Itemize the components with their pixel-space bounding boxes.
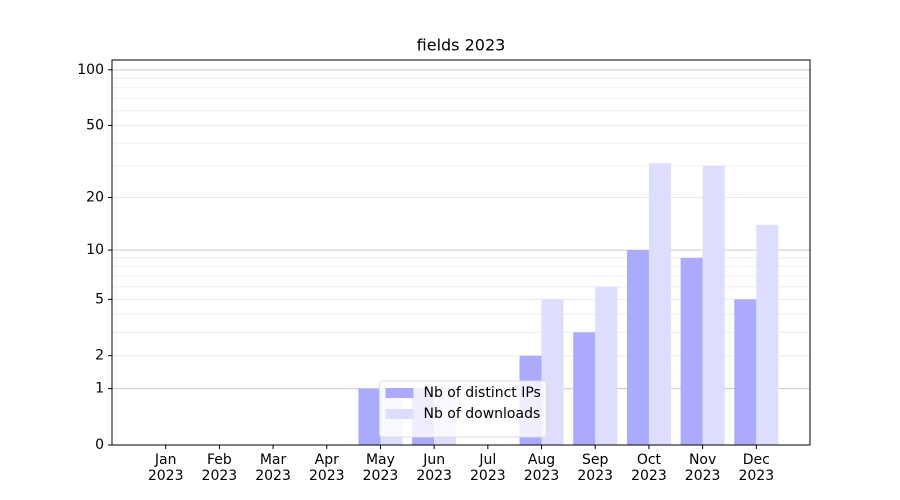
x-tick-label: Dec 2023 <box>738 452 775 484</box>
legend: Nb of distinct IPs Nb of downloads <box>379 380 547 438</box>
y-tick-label: 10 <box>86 242 104 258</box>
legend-swatch <box>385 409 414 419</box>
bar <box>541 299 564 445</box>
y-tick-label: 50 <box>86 117 104 133</box>
x-tick-label: Jul 2023 <box>470 452 506 484</box>
legend-label: Nb of downloads <box>424 406 541 422</box>
legend-box <box>379 380 547 438</box>
x-tick-label: May 2023 <box>362 452 399 484</box>
bar <box>756 224 779 445</box>
bar <box>648 163 671 445</box>
x-tick-label: Apr 2023 <box>308 452 345 484</box>
x-tick-label: Sep 2023 <box>577 452 614 484</box>
legend-swatch <box>385 388 414 398</box>
bar <box>702 165 725 445</box>
bar <box>595 286 618 445</box>
x-tick-label: Feb 2023 <box>201 452 238 484</box>
x-tick-label: Nov 2023 <box>684 452 721 484</box>
bar <box>358 388 381 445</box>
bar <box>626 250 649 445</box>
y-tick-label: 2 <box>95 348 104 364</box>
y-tick-label: 20 <box>86 190 104 206</box>
bar <box>573 332 596 445</box>
y-tick-label: 0 <box>95 437 104 453</box>
chart-title: fields 2023 <box>417 36 506 55</box>
y-tick-label: 5 <box>95 291 104 307</box>
plot-frame <box>111 59 811 446</box>
x-tick-label: Jan 2023 <box>147 452 184 484</box>
x-tick-label: Jun 2023 <box>416 452 452 484</box>
y-tick-label: 1 <box>95 381 104 397</box>
legend-label: Nb of distinct IPs <box>424 385 541 401</box>
x-tick-label: Oct 2023 <box>631 452 667 484</box>
x-tick-label: Mar 2023 <box>255 452 291 484</box>
bar <box>680 257 703 445</box>
bar <box>734 299 757 445</box>
y-tick-label: 100 <box>77 62 104 78</box>
x-tick-label: Aug 2023 <box>523 452 560 484</box>
